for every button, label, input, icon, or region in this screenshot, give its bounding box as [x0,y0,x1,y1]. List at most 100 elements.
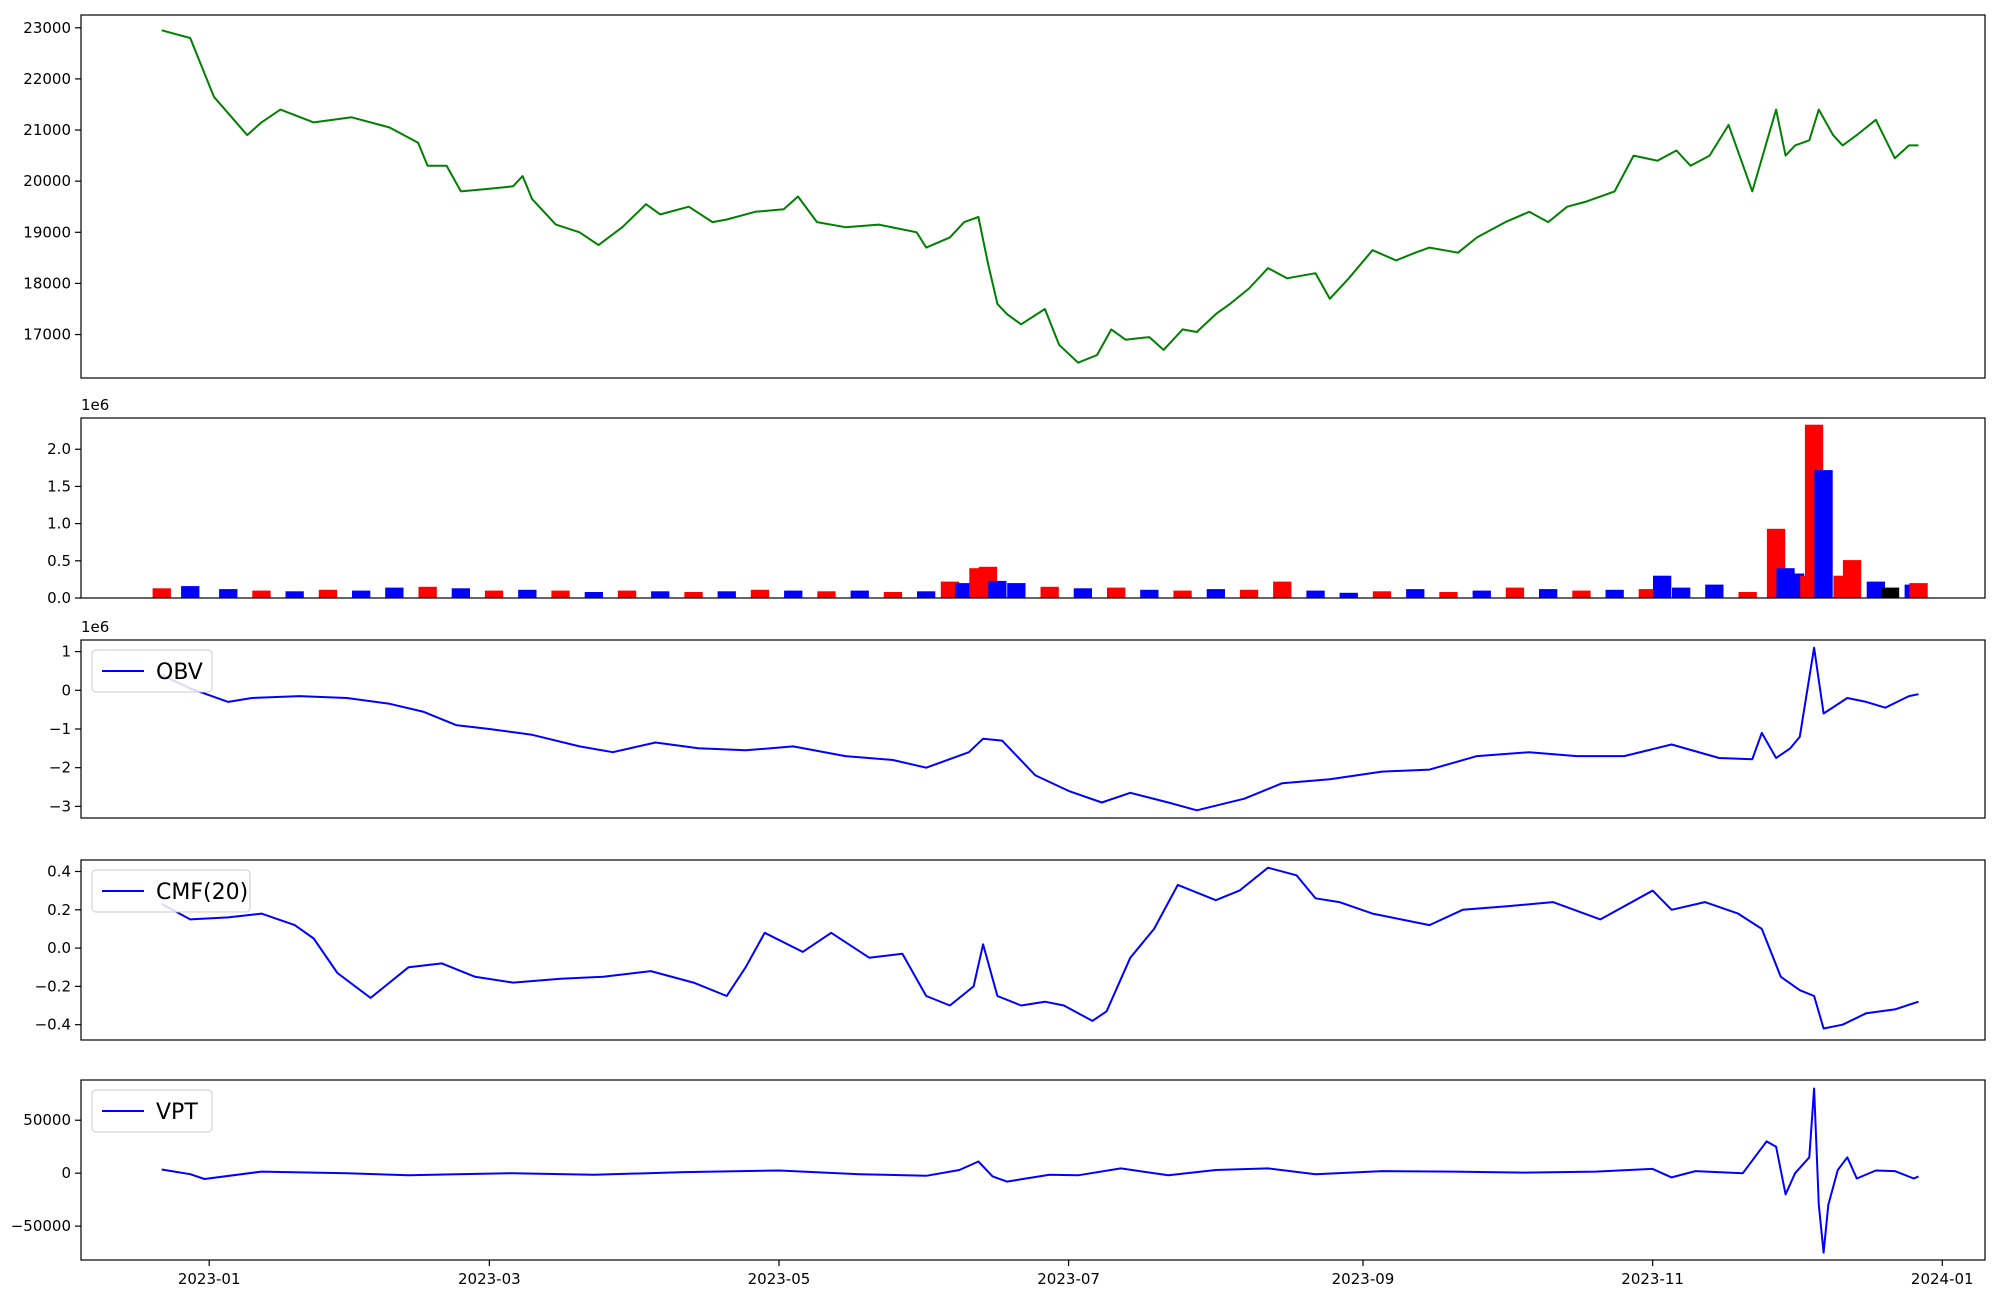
legend-label: CMF(20) [156,880,248,905]
volume-bar [617,590,637,598]
legend-box [91,869,251,913]
legend-box [91,649,213,693]
volume-bar [684,592,703,598]
y-tick-label: 2.0 [47,440,71,458]
volume-bar [252,590,271,598]
x-tick-label: 2023-01 [178,1270,241,1288]
legend-label: OBV [156,660,203,685]
volume-bar [451,588,470,598]
y-tick-label: 0.2 [47,901,71,919]
y-tick-label: 0.0 [47,589,71,607]
series-line-vpt [161,1087,1919,1254]
volume-bar [1705,584,1724,598]
volume-bar [651,591,670,598]
y-tick-label: −3 [49,797,71,815]
axes-frame [80,1079,1986,1261]
y-tick-label: −2 [49,759,71,777]
volume-bar [917,591,936,598]
y-tick-label: 23000 [23,19,71,37]
cmf-panel: −0.4 −0.2 0.0 0.2 0.4 CMF(20) [35,859,1986,1041]
axes-frame [80,639,1986,819]
volume-bar [1073,588,1092,598]
x-tick-label: 2024-01 [1911,1270,1974,1288]
volume-bar [750,589,770,598]
y-tick-label: 18000 [23,274,71,292]
volume-bar [1505,587,1525,598]
volume-bar [1672,587,1691,598]
volume-bar [1273,581,1292,598]
y-tick-label: 17000 [23,326,71,344]
y-tick-label: 0.5 [47,552,71,570]
volume-bar [1539,589,1558,598]
volume-bar [955,583,974,598]
volume-bar [1140,589,1159,598]
volume-bar [1738,592,1757,598]
volume-bar [1638,589,1657,598]
volume-bar [1040,586,1059,598]
volume-bar [784,590,803,598]
volume-bar [518,589,537,598]
y-tick-label: −50000 [11,1217,71,1235]
volume-bar [1472,590,1491,598]
volume-bar [1372,591,1392,598]
legend-label: VPT [156,1100,198,1125]
axis-offset-label: 1e6 [81,396,109,414]
series-line-obv [161,646,1919,812]
volume-bar [1572,590,1591,598]
y-tick-label: −1 [49,720,71,738]
volume-bar [152,588,171,598]
volume-bar [484,590,504,598]
volume-bar [285,591,304,598]
legend-box [91,1089,213,1133]
volume-bar [219,589,238,598]
volume-bar [1653,575,1672,598]
obv-panel: −3 −2 −1 0 1 1e6 OBV [49,618,1986,819]
y-tick-label: −0.4 [35,1016,71,1034]
volume-bar [1842,560,1862,598]
x-tick-label: 2023-03 [458,1270,521,1288]
volume-bar [1306,590,1325,598]
volume-bar [352,590,371,598]
axis-offset-label: 1e6 [81,618,109,636]
volume-bar [850,590,869,598]
volume-bar [418,586,437,598]
volume-bar [181,586,200,598]
volume-bar [318,589,338,598]
volume-bar [1814,470,1833,598]
volume-bar [1605,589,1624,598]
y-tick-label: 1.0 [47,515,71,533]
y-tick-label: 0 [61,681,71,699]
y-tick-label: 0.0 [47,939,71,957]
volume-bar [1866,581,1885,598]
y-tick-label: 0 [61,1164,71,1182]
y-tick-label: 1.5 [47,477,71,495]
volume-bar [988,580,1007,598]
volume-bar [551,590,570,598]
volume-bar [584,592,603,598]
y-tick-label: 0.4 [47,862,71,880]
volume-bar [1206,589,1225,598]
y-tick-label: 20000 [23,172,71,190]
price-panel: 17000 18000 19000 20000 21000 22000 23000 [23,14,1986,379]
x-tick-label: 2023-11 [1621,1270,1684,1288]
y-tick-label: 1 [61,643,71,661]
volume-bar [1339,592,1358,598]
volume-bar [1007,583,1026,598]
y-tick-label: 50000 [23,1111,71,1129]
volume-bar [385,587,404,598]
y-tick-label: 21000 [23,121,71,139]
volume-bar [883,592,903,598]
volume-bar [1173,590,1192,598]
series-line-cmf-20- [161,866,1919,1030]
volume-bar [1239,589,1259,598]
y-tick-label: 19000 [23,223,71,241]
volume-bar [1439,592,1458,598]
vpt-panel: −50000 0 50000 VPT 2023-01 2023-03 2023-05 2023… [11,1079,1986,1288]
y-tick-label: 22000 [23,70,71,88]
volume-bar [1107,587,1126,598]
volume-bar [1785,573,1805,598]
volume-bar [817,591,836,598]
y-tick-label: −0.2 [35,977,71,995]
